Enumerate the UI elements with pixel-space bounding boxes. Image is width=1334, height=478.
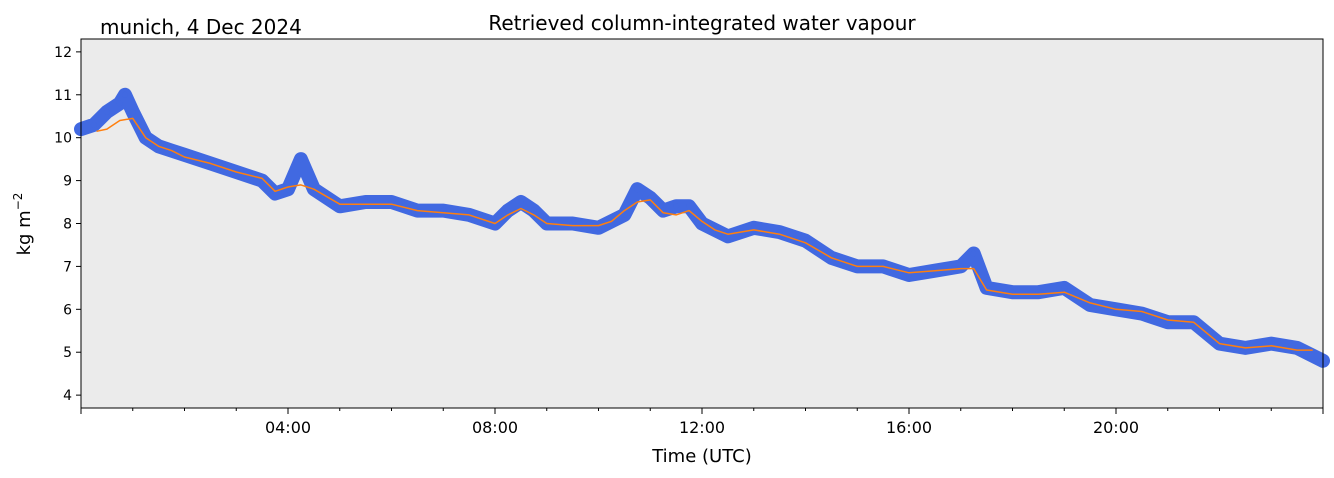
y-tick-label: 11 — [54, 88, 72, 104]
x-tick-label: 08:00 — [472, 418, 518, 437]
raw-data-point — [750, 224, 757, 231]
raw-data-point — [129, 108, 136, 115]
y-tick-label: 5 — [63, 345, 72, 361]
x-tick-label: 20:00 — [1093, 418, 1139, 437]
raw-data-point — [673, 203, 680, 210]
y-tick-label: 8 — [63, 217, 72, 233]
raw-data-point — [724, 233, 731, 240]
raw-data-point — [1061, 284, 1068, 291]
raw-data-point — [122, 91, 128, 98]
raw-data-point — [970, 250, 977, 257]
raw-data-point — [621, 211, 628, 218]
raw-data-point — [272, 190, 279, 197]
y-axis-label: kg m−2 — [11, 193, 35, 256]
smoothed-series — [96, 117, 1313, 351]
raw-data-point — [297, 156, 304, 163]
y-axis: 4 5 6 7 8 9 10 11 12 — [54, 45, 81, 404]
y-axis-label-base: kg m — [14, 210, 35, 255]
raw-data-point — [517, 199, 524, 205]
y-tick-label: 4 — [63, 388, 72, 404]
raw-data-point — [647, 194, 654, 201]
raw-data-point — [634, 186, 641, 193]
y-tick-label: 9 — [63, 174, 72, 190]
x-tick-label: 04:00 — [265, 418, 311, 437]
raw-data-point — [686, 203, 693, 210]
y-tick-label: 10 — [54, 131, 72, 147]
chart-subtitle: munich, 4 Dec 2024 — [100, 15, 302, 39]
x-tick-label: 16:00 — [886, 418, 932, 437]
x-axis: 04:00 08:00 12:00 16:00 20:00 — [80, 408, 1324, 437]
y-tick-label: 7 — [63, 259, 72, 275]
raw-data-point — [116, 100, 123, 107]
raw-data-point — [1268, 340, 1275, 347]
y-tick-label: 12 — [54, 45, 72, 61]
chart-title: Retrieved column-integrated water vapour — [488, 11, 916, 35]
smoothed-line — [96, 117, 1313, 351]
y-tick-label: 6 — [63, 302, 72, 318]
raw-data-point — [90, 121, 97, 128]
raw-data-point — [530, 207, 537, 214]
x-axis-label: Time (UTC) — [651, 446, 752, 467]
raw-data-point — [906, 272, 912, 278]
raw-data-point — [103, 108, 110, 115]
raw-data-point — [504, 207, 511, 214]
y-axis-label-exponent: −2 — [11, 193, 25, 211]
x-tick-label: 12:00 — [679, 418, 725, 437]
